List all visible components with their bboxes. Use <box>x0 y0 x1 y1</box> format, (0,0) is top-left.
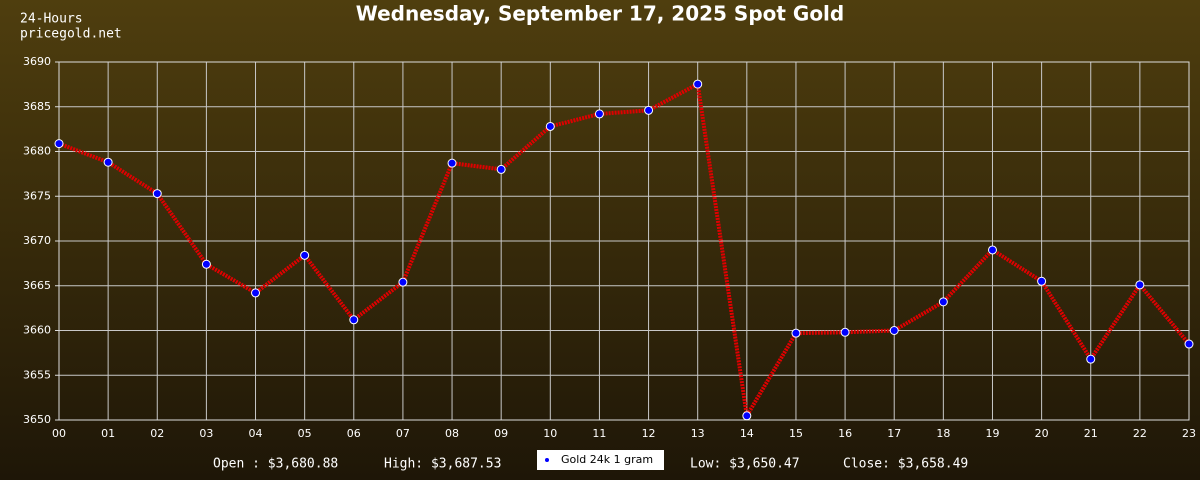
point <box>1184 339 1194 349</box>
y-tick-label: 3650 <box>23 413 51 426</box>
point <box>103 157 113 167</box>
x-tick-label: 04 <box>249 427 263 440</box>
point <box>938 297 948 307</box>
corner-text: 24-Hours <box>20 12 83 27</box>
point <box>791 328 801 338</box>
point <box>1037 276 1047 286</box>
point <box>594 109 604 119</box>
y-tick-label: 3685 <box>23 100 51 113</box>
y-tick-label: 3655 <box>23 368 51 381</box>
plot-frame <box>58 61 1190 421</box>
x-tick-label: 21 <box>1084 427 1098 440</box>
point <box>349 315 359 325</box>
point <box>398 277 408 287</box>
line <box>58 81 1191 422</box>
stat: Close: $3,658.49 <box>843 457 968 472</box>
x-tick-label: 23 <box>1182 427 1196 440</box>
point <box>54 139 64 149</box>
x-tick-label: 06 <box>347 427 361 440</box>
point <box>1135 280 1145 290</box>
x-tick-label: 19 <box>985 427 999 440</box>
x-tick-label: 11 <box>592 427 606 440</box>
x-tick-label: 22 <box>1133 427 1147 440</box>
legend-marker <box>545 458 549 462</box>
point <box>300 250 310 260</box>
point <box>496 164 506 174</box>
x-tick-label: 00 <box>52 427 66 440</box>
x-tick-label: 17 <box>887 427 901 440</box>
point <box>693 79 703 89</box>
stat: Low: $3,650.47 <box>690 457 800 472</box>
x-tick-label: 09 <box>494 427 508 440</box>
x-tick-label: 13 <box>691 427 705 440</box>
y-tick-label: 3680 <box>23 145 51 158</box>
y-tick-label: 3665 <box>23 279 51 292</box>
point <box>840 327 850 337</box>
legend-box <box>537 450 664 470</box>
point <box>545 121 555 131</box>
corner-text: pricegold.net <box>20 27 122 42</box>
x-tick-label: 14 <box>740 427 754 440</box>
x-tick-label: 12 <box>642 427 656 440</box>
x-tick-label: 01 <box>101 427 115 440</box>
point <box>201 259 211 269</box>
point <box>987 245 997 255</box>
y-tick-label: 3660 <box>23 324 51 337</box>
x-tick-label: 15 <box>789 427 803 440</box>
y-tick-label: 3670 <box>23 234 51 247</box>
point <box>152 189 162 199</box>
point <box>889 326 899 335</box>
x-tick-label: 08 <box>445 427 459 440</box>
stat: Open : $3,680.88 <box>213 457 338 472</box>
point <box>447 158 457 168</box>
chart-title: Wednesday, September 17, 2025 Spot Gold <box>356 2 844 26</box>
x-tick-label: 18 <box>936 427 950 440</box>
y-tick-label: 3675 <box>23 189 51 202</box>
x-tick-label: 03 <box>199 427 213 440</box>
x-tick-label: 20 <box>1035 427 1049 440</box>
point <box>1086 354 1096 364</box>
point <box>644 105 654 115</box>
x-tick-label: 02 <box>150 427 164 440</box>
stat: High: $3,687.53 <box>384 457 501 472</box>
x-tick-label: 07 <box>396 427 410 440</box>
point <box>251 288 261 298</box>
y-tick-label: 3690 <box>23 55 51 68</box>
legend-label: Gold 24k 1 gram <box>561 453 653 466</box>
point <box>742 411 752 421</box>
x-tick-label: 05 <box>298 427 312 440</box>
x-tick-label: 10 <box>543 427 557 440</box>
x-tick-label: 16 <box>838 427 852 440</box>
